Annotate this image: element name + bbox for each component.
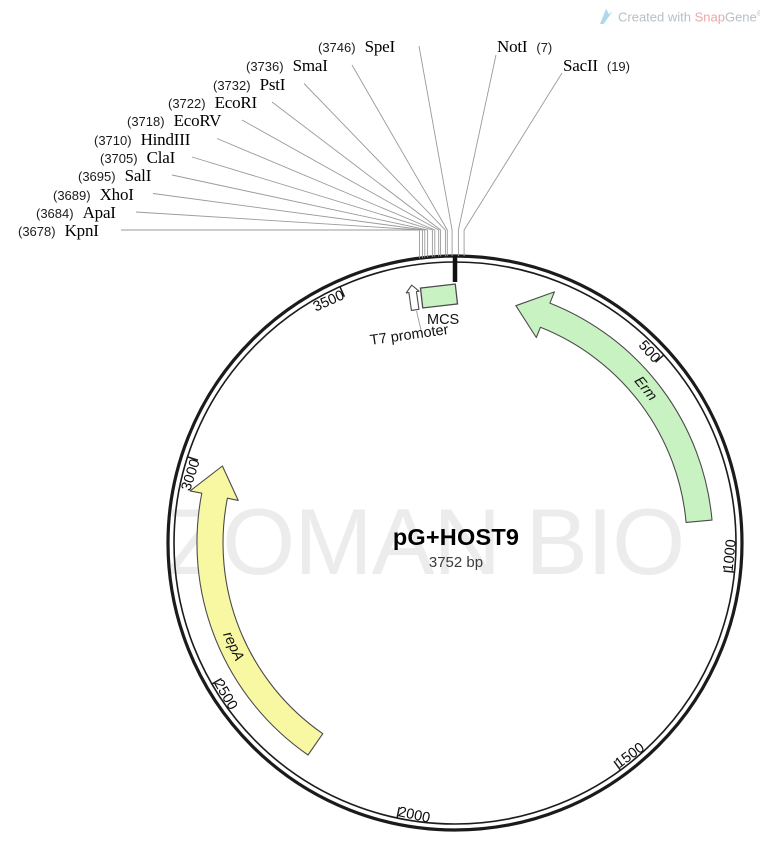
feature-label-t7-promoter: T7 promoter <box>369 322 450 349</box>
tick-label-1000: 1000 <box>721 539 740 573</box>
snapgene-logo-icon <box>600 8 613 24</box>
enzyme-name: NotI <box>497 37 528 56</box>
tick-2500 <box>211 677 222 685</box>
tick-1000 <box>723 570 735 573</box>
enzyme-name: SalI <box>124 166 152 185</box>
enzyme-position: (3736) <box>246 59 284 74</box>
tick-500 <box>655 354 665 363</box>
brand-snap: Snap <box>694 9 725 25</box>
plasmid-size: 3752 bp <box>428 554 484 571</box>
enzyme-line-HindIII <box>216 138 436 257</box>
tick-label-2000: 2000 <box>397 804 432 826</box>
enzyme-position: (3705) <box>100 151 138 166</box>
enzyme-position: (19) <box>606 59 630 74</box>
enzyme-line-SacII <box>463 72 563 257</box>
enzyme-label-ClaI: (3705) ClaI <box>100 148 175 168</box>
enzyme-label-SmaI: (3736) SmaI <box>246 56 328 76</box>
enzyme-line-PstI <box>303 83 446 257</box>
enzyme-position: (3684) <box>36 206 74 221</box>
enzyme-name: SpeI <box>364 37 396 56</box>
enzyme-name: SmaI <box>292 56 328 75</box>
enzyme-position: (7) <box>536 40 553 55</box>
enzyme-name: HindIII <box>140 129 191 149</box>
enzyme-line-XhoI <box>152 193 426 258</box>
enzyme-name: EcoRV <box>173 111 222 130</box>
enzyme-name: PstI <box>259 74 286 94</box>
enzyme-label-NotI: NotI (7) <box>497 37 552 57</box>
enzyme-line-SpeI <box>418 45 453 256</box>
enzyme-name: ClaI <box>146 148 176 167</box>
credit-text: Created with SnapGene® <box>618 9 760 24</box>
enzyme-label-SacII: SacII (19) <box>563 56 630 76</box>
tick-2000 <box>396 807 401 819</box>
enzyme-line-ClaI <box>191 156 433 257</box>
enzyme-position: (3722) <box>168 96 206 111</box>
enzyme-label-XhoI: (3689) XhoI <box>53 185 134 205</box>
plasmid-title-block: pG+HOST9 3752 bp <box>393 524 519 571</box>
enzyme-name: XhoI <box>99 184 134 204</box>
feature-arrow-T7-promoter <box>405 284 420 311</box>
feature-label-mcs: MCS <box>427 312 460 328</box>
enzyme-position: (3746) <box>318 40 356 55</box>
snapgene-credit: Created with SnapGene® <box>598 8 760 25</box>
enzyme-label-EcoRI: (3722) EcoRI <box>168 93 257 113</box>
enzyme-line-NotI <box>457 54 497 256</box>
enzyme-position: (3695) <box>78 169 116 184</box>
watermark-text: ZOMAN BIO <box>165 489 685 594</box>
enzyme-label-SalI: (3695) SalI <box>78 166 151 186</box>
enzyme-label-HindIII: (3710) HindIII <box>94 130 190 150</box>
enzyme-position: (3710) <box>94 132 132 148</box>
enzyme-label-SpeI: (3746) SpeI <box>318 37 395 57</box>
enzyme-label-EcoRV: (3718) EcoRV <box>127 111 221 131</box>
enzyme-line-SalI <box>171 174 429 258</box>
enzyme-label-ApaI: (3684) ApaI <box>36 203 116 223</box>
enzyme-position: (3718) <box>127 114 165 129</box>
enzyme-label-PstI: (3732) PstI <box>213 75 285 95</box>
registered-mark: ® <box>756 8 760 18</box>
tick-1500 <box>613 760 622 771</box>
enzyme-name: ApaI <box>82 203 116 222</box>
enzyme-name: SacII <box>563 56 598 75</box>
enzyme-line-EcoRV <box>241 119 440 257</box>
enzyme-position: (3689) <box>53 187 91 203</box>
feature-box-MCS <box>419 283 459 309</box>
brand-gene: Gene <box>724 9 757 25</box>
enzyme-label-KpnI: (3678) KpnI <box>18 221 99 241</box>
tick-3000 <box>187 456 199 461</box>
plasmid-name: pG+HOST9 <box>392 524 520 550</box>
leader-T7-promoter <box>416 310 422 331</box>
enzyme-name: KpnI <box>64 221 99 240</box>
enzyme-line-EcoRI <box>271 101 442 257</box>
enzyme-position: (3678) <box>18 224 56 239</box>
enzyme-name: EcoRI <box>214 93 258 112</box>
tick-3500 <box>339 286 346 297</box>
enzyme-line-SmaI <box>351 64 448 257</box>
enzyme-position: (3732) <box>213 77 251 93</box>
feature-arc-Erm <box>515 291 713 523</box>
feature-arc-repA <box>189 465 324 756</box>
